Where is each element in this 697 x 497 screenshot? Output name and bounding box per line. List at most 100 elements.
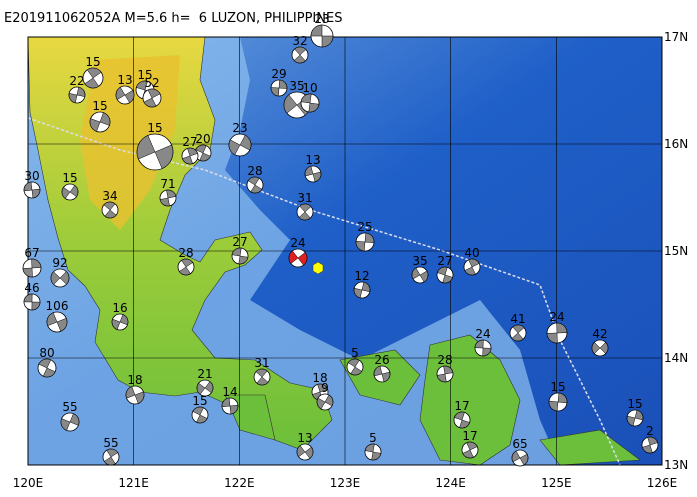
event-label: 106 — [46, 299, 69, 313]
event-label: 15 — [192, 394, 207, 408]
event-label: 20 — [195, 132, 210, 146]
event-label: 10 — [302, 81, 317, 95]
event-label: 21 — [197, 367, 212, 381]
beachball-quadrant — [355, 232, 375, 252]
beachball-quadrant — [136, 135, 174, 169]
event-label: 15 — [137, 68, 152, 82]
event-label: 30 — [24, 169, 39, 183]
event-label: 9 — [321, 381, 329, 395]
beachball-quadrant — [22, 258, 42, 278]
lon-label: 121E — [118, 476, 149, 490]
event-label: 13 — [305, 153, 320, 167]
lon-label: 125E — [541, 476, 572, 490]
beachball-quadrant — [300, 93, 320, 113]
epicenter — [312, 261, 324, 275]
beachball-quadrant — [288, 250, 308, 266]
event-label: 35 — [412, 254, 427, 268]
beachball-quadrant — [23, 293, 41, 311]
event-label: 41 — [510, 312, 525, 326]
event-label: 46 — [24, 281, 39, 295]
event-label: 24 — [290, 236, 305, 250]
beachball-quadrant — [298, 203, 312, 221]
beachball-quadrant — [23, 181, 41, 199]
lat-label: 16N — [664, 137, 688, 151]
beachball-quadrant — [61, 185, 79, 199]
beachball-quadrant — [626, 409, 644, 427]
beachball-quadrant — [548, 392, 568, 412]
beachball-quadrant — [454, 411, 470, 429]
beachball-quadrant — [221, 397, 239, 415]
event-label: 17 — [462, 429, 477, 443]
beachball-quadrant — [60, 413, 80, 431]
beachball-quadrant — [68, 86, 86, 104]
beachball-quadrant — [179, 258, 193, 276]
event-label: 55 — [62, 400, 77, 414]
event-label: 27 — [232, 235, 247, 249]
event-label: 22 — [69, 74, 84, 88]
beachball-quadrant — [143, 88, 161, 108]
beachball-quadrant — [38, 358, 56, 378]
event-label: 29 — [271, 67, 286, 81]
beachball-quadrant — [411, 267, 429, 283]
event-label: 27 — [182, 135, 197, 149]
lon-label: 122E — [224, 476, 255, 490]
event-label: 31 — [297, 191, 312, 205]
beachball-quadrant — [111, 314, 129, 330]
beachball-quadrant — [159, 189, 177, 207]
beachball-quadrant — [296, 445, 314, 459]
event-label: 15 — [627, 397, 642, 411]
beachball-quadrant — [103, 201, 117, 219]
beachball-quadrant — [293, 46, 307, 64]
event-label: 26 — [374, 353, 389, 367]
event-label: 34 — [102, 189, 117, 203]
event-label: 5 — [369, 431, 377, 445]
beachball-quadrant — [511, 324, 525, 342]
event-label: 28 — [437, 353, 452, 367]
beachball-quadrant — [353, 281, 371, 299]
event-label: 13 — [117, 73, 132, 87]
event-label: 15 — [62, 171, 77, 185]
lon-label: 124E — [435, 476, 466, 490]
event-label: 23 — [314, 12, 329, 26]
beachball-quadrant — [103, 448, 119, 466]
event-label: 14 — [222, 385, 237, 399]
event-label: 2 — [646, 424, 654, 438]
beachball-quadrant — [591, 341, 609, 355]
beachball-quadrant — [195, 144, 211, 162]
event-label: 28 — [247, 164, 262, 178]
event-label: 24 — [475, 327, 490, 341]
island — [539, 429, 641, 465]
event-label: 42 — [592, 327, 607, 341]
beachball-quadrant — [474, 339, 492, 357]
beachball-quadrant — [46, 312, 68, 332]
beachball-quadrant — [511, 450, 529, 466]
beachball-quadrant — [310, 24, 334, 48]
beachball-quadrant — [89, 112, 111, 132]
beachball-quadrant — [464, 258, 480, 276]
lon-label: 123E — [330, 476, 361, 490]
beachball-quadrant — [462, 441, 478, 459]
lat-label: 15N — [664, 244, 688, 258]
beachball-quadrant — [247, 176, 263, 194]
beachball-quadrant — [546, 322, 568, 344]
event-label: 40 — [464, 246, 479, 260]
event-label: 32 — [292, 34, 307, 48]
event-label: 12 — [354, 269, 369, 283]
beachball-quadrant — [270, 79, 288, 97]
beachball-quadrant — [316, 394, 334, 410]
beachball-quadrant — [84, 67, 102, 89]
beachball-quadrant — [255, 368, 269, 386]
beachball-quadrant — [373, 365, 391, 383]
lat-label: 13N — [664, 458, 688, 472]
beachball-quadrant — [196, 381, 214, 395]
lon-label: 120E — [13, 476, 44, 490]
event-label: 18 — [127, 373, 142, 387]
beachball-quadrant — [50, 271, 70, 285]
beachball-quadrant — [437, 266, 453, 284]
event-label: 52 — [144, 76, 159, 90]
event-label: 65 — [512, 437, 527, 451]
event-label: 15 — [550, 380, 565, 394]
